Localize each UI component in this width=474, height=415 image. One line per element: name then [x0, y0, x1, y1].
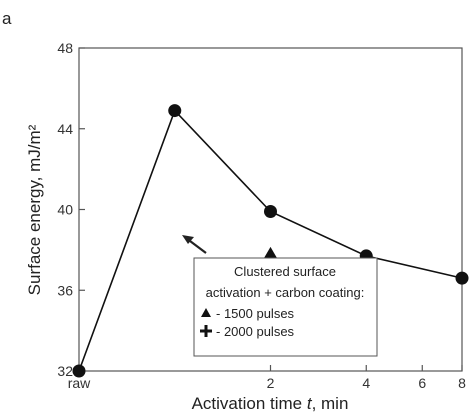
x-axis-title-end: , min — [312, 394, 349, 413]
y-tick-label: 48 — [57, 40, 73, 56]
x-axis: raw 2 4 6 8 — [68, 365, 466, 391]
x-axis-title: Activation time t, min — [192, 394, 349, 413]
data-point-circle — [72, 364, 86, 378]
x-tick-label: raw — [68, 375, 91, 391]
legend-plus-marker — [200, 325, 212, 337]
data-point-circle — [168, 104, 182, 118]
x-axis-title-variable: t — [307, 394, 313, 413]
legend-title-line-1: Clustered surface — [234, 264, 336, 279]
x-axis-title-start: Activation time — [192, 394, 307, 413]
legend-box — [193, 257, 378, 357]
x-tick-label: 8 — [458, 375, 466, 391]
x-tick-label: 2 — [267, 375, 275, 391]
legend: Clustered surface activation + carbon co… — [193, 257, 378, 357]
panel-label: a — [2, 9, 12, 28]
y-tick-label: 44 — [57, 121, 73, 137]
data-point-triangle — [263, 246, 278, 259]
legend-entry-1500: - 1500 pulses — [216, 306, 295, 321]
x-tick-label: 4 — [362, 375, 370, 391]
legend-title-line-2: activation + carbon coating: — [206, 285, 365, 300]
series-layer — [72, 104, 469, 378]
legend-entry-2000: - 2000 pulses — [216, 324, 295, 339]
y-axis: 32 36 40 44 48 — [57, 40, 85, 379]
data-point-circle — [264, 205, 277, 219]
data-point-circle — [455, 271, 469, 285]
x-tick-label: 6 — [418, 375, 426, 391]
y-axis-title: Surface energy, mJ/m² — [25, 124, 44, 295]
legend-triangle-marker — [201, 308, 211, 317]
y-tick-label: 36 — [57, 282, 73, 298]
y-tick-label: 40 — [57, 202, 73, 218]
y-tick-label: 32 — [57, 363, 73, 379]
legend-arrow-head — [182, 235, 194, 244]
